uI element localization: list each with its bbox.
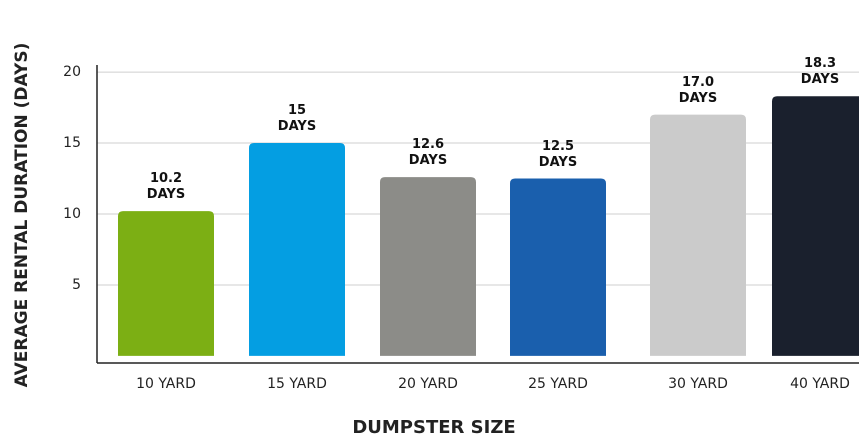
bar bbox=[118, 211, 214, 356]
x-tick-label: 30 YARD bbox=[668, 376, 728, 392]
x-axis-title: DUMPSTER SIZE bbox=[352, 417, 515, 438]
x-tick-label: 20 YARD bbox=[398, 376, 458, 392]
bar bbox=[380, 177, 476, 356]
bar bbox=[772, 96, 859, 356]
x-tick-label: 15 YARD bbox=[267, 376, 327, 392]
data-label: 10.2 DAYS bbox=[146, 171, 186, 203]
y-axis-title: AVERAGE RENTAL DURATION (DAYS) bbox=[12, 43, 32, 388]
data-label: 12.6 DAYS bbox=[408, 137, 448, 169]
y-tick-label: 20 bbox=[63, 64, 81, 80]
y-tick-label: 5 bbox=[72, 277, 81, 293]
bar bbox=[249, 143, 345, 356]
x-tick-label: 40 YARD bbox=[790, 376, 850, 392]
x-tick-label: 10 YARD bbox=[136, 376, 196, 392]
y-tick-label: 10 bbox=[63, 206, 81, 222]
bar bbox=[510, 178, 606, 356]
bar bbox=[650, 114, 746, 356]
data-label: 15 DAYS bbox=[277, 103, 317, 135]
x-tick-label: 25 YARD bbox=[528, 376, 588, 392]
y-tick-label: 15 bbox=[63, 135, 81, 151]
data-label: 12.5 DAYS bbox=[538, 138, 578, 170]
data-label: 18.3 DAYS bbox=[800, 56, 840, 88]
data-label: 17.0 DAYS bbox=[678, 74, 718, 106]
